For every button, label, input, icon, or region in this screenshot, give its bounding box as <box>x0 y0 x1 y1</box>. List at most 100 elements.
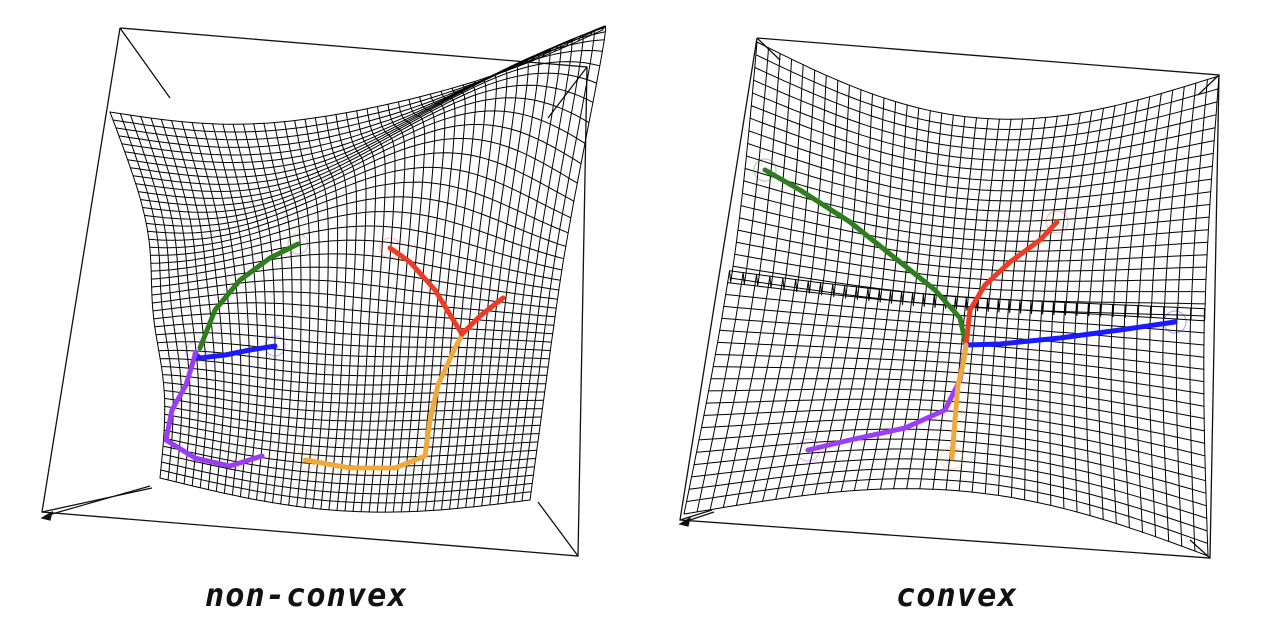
non-convex-mesh-line <box>119 113 174 481</box>
non-convex-mesh-line <box>159 477 531 513</box>
convex-mesh-line <box>1123 96 1151 529</box>
convex-panel <box>678 37 1220 559</box>
convex-mesh-line <box>1110 99 1139 524</box>
start-marker-purple <box>796 438 820 462</box>
convex-mesh-line <box>1162 86 1185 542</box>
convex-mesh-line <box>696 47 769 513</box>
start-marker-blue <box>1163 310 1187 334</box>
convex-mesh-line <box>1011 117 1047 498</box>
descent-path-purple <box>163 349 265 469</box>
non-convex-mesh-line <box>153 312 554 335</box>
convex-mesh-line <box>725 294 1205 334</box>
non-convex-mesh-line <box>222 123 259 499</box>
non-convex-mesh-line <box>163 390 543 413</box>
convex-mesh-line <box>1136 93 1162 533</box>
convex-mesh-line <box>919 116 966 490</box>
non-convex-mesh-line <box>152 302 555 326</box>
non-convex-mesh-line <box>156 341 550 360</box>
non-convex-mesh-line <box>529 25 607 501</box>
non-convex-mesh-line <box>164 413 540 440</box>
non-convex-mesh-line <box>352 110 377 512</box>
non-convex-mesh-line <box>441 80 487 511</box>
convex-mesh-line <box>997 117 1035 496</box>
non-convex-mesh-line <box>164 397 542 422</box>
non-convex-mesh-line <box>162 445 535 476</box>
non-convex-mesh-line <box>140 116 191 485</box>
non-convex-mesh-line <box>151 279 557 309</box>
non-convex-mesh-line <box>497 44 562 505</box>
convex-mesh-line <box>1098 102 1128 520</box>
non-convex-mesh-line <box>158 349 549 368</box>
non-convex-mesh-line <box>161 461 533 495</box>
non-convex-mesh-line <box>368 106 396 513</box>
non-convex-mesh-line <box>164 421 539 449</box>
non-convex-bounding-box <box>41 27 588 557</box>
non-convex-mesh-line <box>109 111 166 479</box>
convex-mesh-line <box>1203 75 1220 557</box>
start-marker-green <box>753 158 777 182</box>
descent-path-orange <box>949 342 969 461</box>
start-marker-orange <box>940 446 964 470</box>
convex-mesh-line <box>1049 112 1081 506</box>
non-convex-mesh-line <box>130 114 183 483</box>
non-convex-mesh-line <box>154 322 552 343</box>
non-convex-mesh-line <box>400 96 436 513</box>
convex-mesh-line <box>1073 107 1104 513</box>
convex-mesh-line <box>1189 79 1208 552</box>
descent-path-red <box>963 219 1060 348</box>
convex-descent-paths <box>753 158 1187 470</box>
convex-mesh-line <box>1037 114 1070 503</box>
non-convex-mesh-line <box>489 48 551 506</box>
non-convex-mesh-line <box>376 103 406 513</box>
non-convex-mesh-line <box>160 366 547 386</box>
start-marker-blue <box>264 335 286 357</box>
non-convex-mesh-line <box>161 453 534 486</box>
non-convex-surface-mesh <box>109 25 607 513</box>
convex-mesh-line <box>735 241 1207 282</box>
non-convex-mesh-line <box>360 108 386 513</box>
start-marker-orange <box>294 449 316 471</box>
non-convex-mesh-line <box>392 98 426 513</box>
non-convex-mesh-line <box>424 87 466 512</box>
descent-path-orange <box>302 332 465 471</box>
start-marker-red <box>1045 210 1069 234</box>
non-convex-mesh-line <box>465 63 519 509</box>
non-convex-mesh-line <box>162 382 545 404</box>
convex-mesh-line <box>1061 110 1093 510</box>
convex-mesh-line <box>1175 82 1197 547</box>
non-convex-caption: non-convex <box>205 576 408 614</box>
non-convex-mesh-line <box>521 29 595 502</box>
non-convex-mesh-line <box>384 101 416 513</box>
convex-mesh-line <box>737 229 1208 272</box>
non-convex-mesh-line <box>163 429 538 458</box>
axis-arrow <box>678 511 715 527</box>
non-convex-mesh-line <box>449 74 497 510</box>
convex-mesh-line <box>686 478 1209 544</box>
non-convex-mesh-line <box>155 332 551 351</box>
convex-mesh-line <box>734 253 1207 293</box>
non-convex-mesh-line <box>408 93 446 513</box>
convex-mesh-line <box>984 118 1024 495</box>
non-convex-mesh-line <box>505 39 573 504</box>
non-convex-mesh-line <box>457 69 508 509</box>
convex-caption: convex <box>896 576 1018 614</box>
convex-mesh-line <box>717 341 1205 383</box>
convex-mesh-line <box>1024 115 1058 501</box>
non-convex-mesh-line <box>118 26 607 148</box>
non-convex-mesh-line <box>159 358 548 377</box>
convex-mesh-line <box>691 458 1208 519</box>
non-convex-mesh-line <box>164 405 541 431</box>
convex-mesh-line <box>729 270 1205 310</box>
non-convex-mesh-line <box>160 469 532 504</box>
descent-path-green <box>762 167 969 348</box>
descent-path-green <box>197 241 301 351</box>
convex-surface-mesh <box>683 41 1220 557</box>
descent-path-blue <box>192 343 278 361</box>
convex-mesh-line <box>719 329 1205 370</box>
descent-path-blue <box>963 319 1178 348</box>
convex-mesh-line <box>688 468 1208 532</box>
non-convex-mesh-line <box>513 34 584 503</box>
non-convex-panel <box>40 25 607 557</box>
start-marker-red <box>379 237 401 259</box>
